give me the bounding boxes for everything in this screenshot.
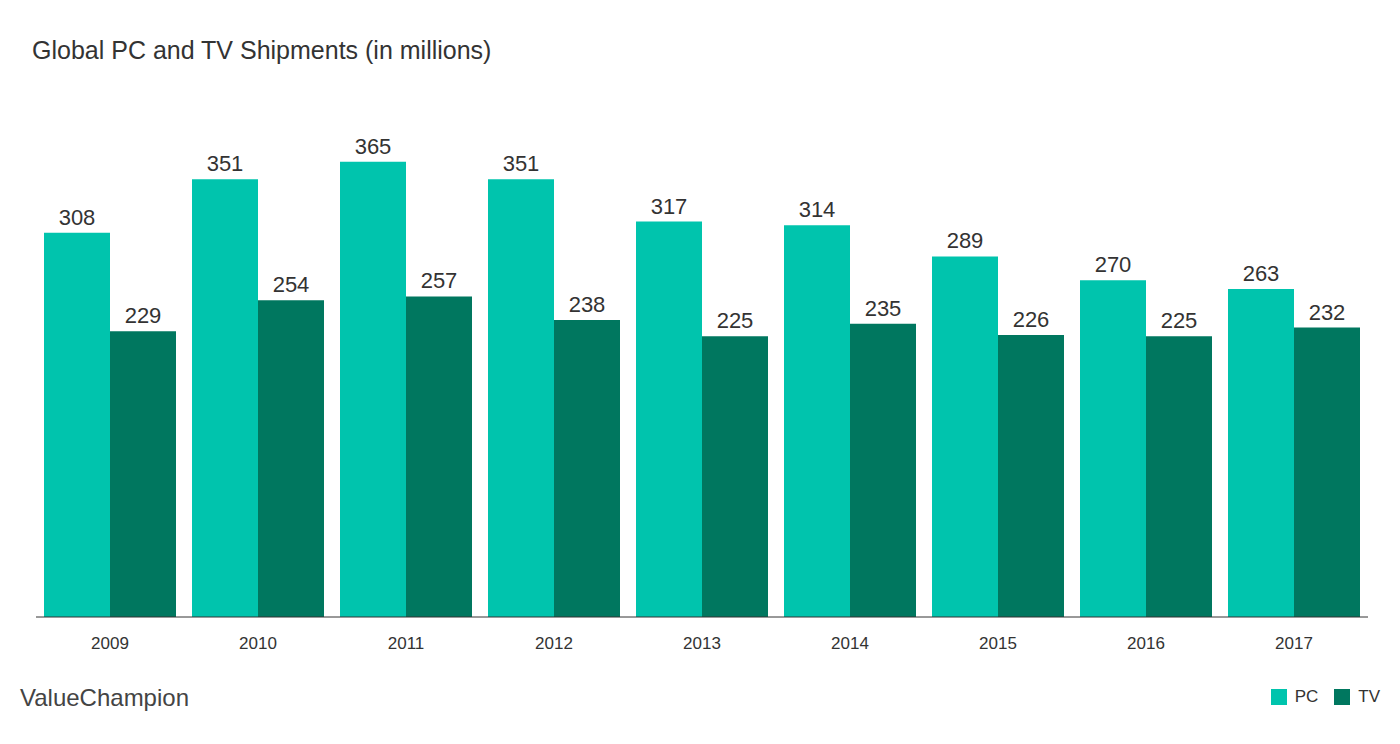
svg-text:289: 289 — [947, 228, 984, 253]
svg-text:314: 314 — [799, 197, 836, 222]
svg-text:2015: 2015 — [979, 634, 1017, 653]
svg-text:317: 317 — [651, 194, 688, 219]
svg-text:257: 257 — [421, 268, 458, 293]
svg-text:2017: 2017 — [1275, 634, 1313, 653]
svg-text:2011: 2011 — [388, 634, 425, 653]
svg-text:308: 308 — [59, 205, 96, 230]
svg-text:225: 225 — [1161, 308, 1198, 333]
svg-text:2013: 2013 — [683, 634, 721, 653]
html-text:PC: PC — [1294, 687, 1319, 706]
svg-text:235: 235 — [865, 296, 902, 321]
svg-text:232: 232 — [1309, 300, 1346, 325]
html-text:Global PC and TV Shipments (in: Global PC and TV Shipments (in millions) — [32, 36, 492, 64]
html-text:ValueChampion: ValueChampion — [20, 684, 189, 711]
svg-text:225: 225 — [717, 308, 754, 333]
svg-text:2012: 2012 — [535, 634, 573, 653]
html-text:TV: TV — [1358, 687, 1380, 706]
svg-text:270: 270 — [1095, 252, 1132, 277]
svg-text:2016: 2016 — [1127, 634, 1165, 653]
svg-text:238: 238 — [569, 292, 606, 317]
svg-text:365: 365 — [355, 134, 392, 159]
svg-text:351: 351 — [207, 151, 244, 176]
svg-text:2010: 2010 — [239, 634, 277, 653]
svg-text:263: 263 — [1243, 261, 1280, 286]
svg-text:226: 226 — [1013, 307, 1050, 332]
svg-text:229: 229 — [125, 303, 162, 328]
svg-text:2009: 2009 — [91, 634, 129, 653]
svg-text:2014: 2014 — [831, 634, 869, 653]
svg-text:254: 254 — [273, 272, 310, 297]
svg-text:351: 351 — [503, 151, 540, 176]
